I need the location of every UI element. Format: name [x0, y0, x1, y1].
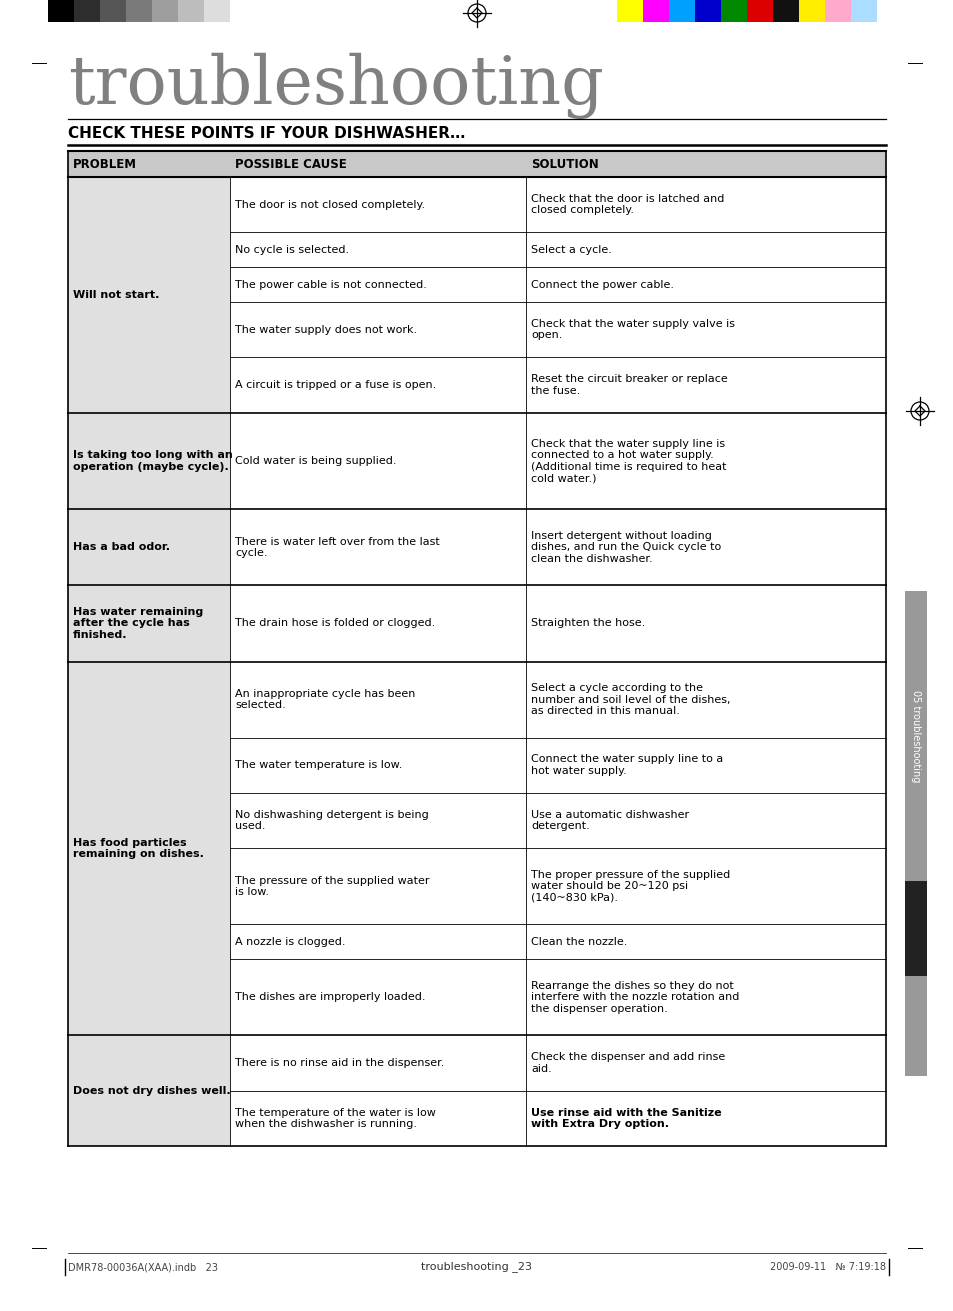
Text: Is taking too long with an
operation (maybe cycle).: Is taking too long with an operation (ma… — [73, 450, 233, 472]
Text: troubleshooting _23: troubleshooting _23 — [421, 1261, 532, 1273]
Text: The proper pressure of the supplied
water should be 20~120 psi
(140~830 kPa).: The proper pressure of the supplied wate… — [531, 869, 729, 903]
Bar — [904, 591, 926, 881]
Text: The door is not closed completely.: The door is not closed completely. — [234, 199, 425, 210]
Text: Has a bad odor.: Has a bad odor. — [73, 543, 170, 552]
Text: 2009-09-11   № 7:19:18: 2009-09-11 № 7:19:18 — [769, 1262, 885, 1272]
Text: A nozzle is clogged.: A nozzle is clogged. — [234, 937, 345, 947]
Text: An inappropriate cycle has been
selected.: An inappropriate cycle has been selected… — [234, 688, 415, 711]
Text: troubleshooting: troubleshooting — [68, 52, 603, 119]
Bar — [126, 0, 152, 22]
Text: 05 troubleshooting: 05 troubleshooting — [910, 690, 920, 783]
Text: There is no rinse aid in the dispenser.: There is no rinse aid in the dispenser. — [234, 1058, 444, 1068]
Text: Straighten the hose.: Straighten the hose. — [531, 619, 644, 628]
Bar — [48, 0, 74, 22]
Bar — [695, 0, 720, 22]
Bar — [824, 0, 850, 22]
Text: Connect the water supply line to a
hot water supply.: Connect the water supply line to a hot w… — [531, 754, 722, 776]
Text: Use rinse aid with the Sanitize
with Extra Dry option.: Use rinse aid with the Sanitize with Ext… — [531, 1108, 720, 1129]
Bar — [617, 0, 642, 22]
Text: SOLUTION: SOLUTION — [531, 157, 598, 170]
Bar — [74, 0, 100, 22]
Bar — [178, 0, 204, 22]
Text: The drain hose is folded or clogged.: The drain hose is folded or clogged. — [234, 619, 435, 628]
Text: Check that the water supply line is
connected to a hot water supply.
(Additional: Check that the water supply line is conn… — [531, 439, 726, 484]
Text: Check the dispenser and add rinse
aid.: Check the dispenser and add rinse aid. — [531, 1053, 724, 1074]
Text: Will not start.: Will not start. — [73, 290, 159, 300]
Bar — [904, 975, 926, 1076]
Bar — [720, 0, 746, 22]
Bar — [204, 0, 230, 22]
Bar — [642, 0, 668, 22]
Text: There is water left over from the last
cycle.: There is water left over from the last c… — [234, 536, 439, 558]
Text: The water temperature is low.: The water temperature is low. — [234, 760, 402, 771]
Text: Select a cycle.: Select a cycle. — [531, 245, 611, 254]
Text: Check that the door is latched and
closed completely.: Check that the door is latched and close… — [531, 194, 723, 215]
Bar — [772, 0, 799, 22]
Text: Clean the nozzle.: Clean the nozzle. — [531, 937, 627, 947]
Text: No dishwashing detergent is being
used.: No dishwashing detergent is being used. — [234, 810, 428, 831]
Bar — [152, 0, 178, 22]
Text: Has food particles
remaining on dishes.: Has food particles remaining on dishes. — [73, 838, 204, 859]
Text: Select a cycle according to the
number and soil level of the dishes,
as directed: Select a cycle according to the number a… — [531, 683, 730, 716]
Text: PROBLEM: PROBLEM — [73, 157, 137, 170]
Text: No cycle is selected.: No cycle is selected. — [234, 245, 349, 254]
Bar — [68, 151, 885, 177]
Bar — [230, 0, 255, 22]
Text: The temperature of the water is low
when the dishwasher is running.: The temperature of the water is low when… — [234, 1108, 436, 1129]
Bar — [68, 413, 230, 510]
Text: DMR78-00036A(XAA).indb   23: DMR78-00036A(XAA).indb 23 — [68, 1262, 218, 1272]
Text: The water supply does not work.: The water supply does not work. — [234, 325, 416, 334]
Text: The dishes are improperly loaded.: The dishes are improperly loaded. — [234, 992, 425, 1002]
Bar — [68, 586, 230, 662]
Bar — [799, 0, 824, 22]
Text: Has water remaining
after the cycle has
finished.: Has water remaining after the cycle has … — [73, 607, 203, 640]
Bar — [68, 1036, 230, 1146]
Bar — [668, 0, 695, 22]
Text: A circuit is tripped or a fuse is open.: A circuit is tripped or a fuse is open. — [234, 380, 436, 389]
Text: Rearrange the dishes so they do not
interfere with the nozzle rotation and
the d: Rearrange the dishes so they do not inte… — [531, 981, 739, 1013]
Bar — [100, 0, 126, 22]
Text: Use a automatic dishwasher
detergent.: Use a automatic dishwasher detergent. — [531, 810, 688, 831]
Text: Reset the circuit breaker or replace
the fuse.: Reset the circuit breaker or replace the… — [531, 374, 727, 396]
Text: Does not dry dishes well.: Does not dry dishes well. — [73, 1086, 231, 1096]
Bar — [68, 510, 230, 586]
Text: Insert detergent without loading
dishes, and run the Quick cycle to
clean the di: Insert detergent without loading dishes,… — [531, 531, 720, 564]
Text: The pressure of the supplied water
is low.: The pressure of the supplied water is lo… — [234, 876, 429, 897]
Bar — [68, 662, 230, 1036]
Bar — [850, 0, 876, 22]
Text: Connect the power cable.: Connect the power cable. — [531, 279, 673, 290]
Text: Check that the water supply valve is
open.: Check that the water supply valve is ope… — [531, 319, 734, 341]
Bar — [68, 177, 230, 413]
Text: CHECK THESE POINTS IF YOUR DISHWASHER…: CHECK THESE POINTS IF YOUR DISHWASHER… — [68, 126, 465, 142]
Bar — [746, 0, 772, 22]
Text: Cold water is being supplied.: Cold water is being supplied. — [234, 456, 396, 465]
Text: The power cable is not connected.: The power cable is not connected. — [234, 279, 426, 290]
Bar — [904, 881, 926, 975]
Text: POSSIBLE CAUSE: POSSIBLE CAUSE — [234, 157, 346, 170]
